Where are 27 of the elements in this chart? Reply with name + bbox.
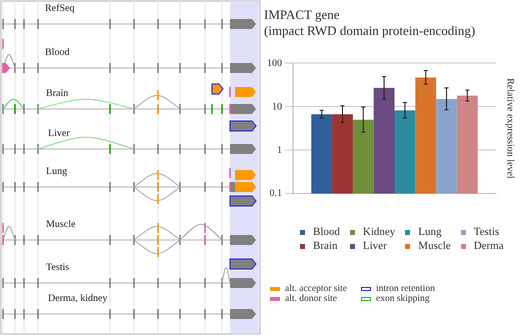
legend-label: Brain bbox=[312, 240, 338, 252]
text: RefSeq bbox=[45, 3, 74, 14]
y-tick-label: 0.1 bbox=[270, 188, 282, 200]
legend-label: Muscle bbox=[417, 240, 451, 252]
chart-title: IMPACT gene bbox=[264, 7, 340, 22]
text: exon skipping bbox=[374, 294, 431, 304]
legend-label: Kidney bbox=[362, 226, 396, 238]
text: Derma, kidney bbox=[48, 293, 108, 304]
text: Lung bbox=[46, 166, 68, 177]
y-tick-label: 100 bbox=[267, 58, 282, 69]
text: Liver bbox=[48, 128, 70, 139]
y-tick-label: 1 bbox=[277, 144, 282, 156]
text: Blood bbox=[45, 47, 70, 58]
legend-label: Liver bbox=[362, 240, 388, 252]
text: Muscle bbox=[46, 219, 76, 230]
chart-subtitle: (impact RWD domain protein-encoding) bbox=[264, 22, 476, 38]
y-axis-title: Relative expression level bbox=[504, 78, 516, 179]
legend-label: Blood bbox=[312, 226, 340, 238]
y-tick-label: 10 bbox=[272, 101, 282, 112]
legend-label: Lung bbox=[417, 226, 443, 238]
text: alt. donor site bbox=[284, 294, 338, 304]
legend-label: Derma bbox=[472, 240, 504, 252]
text: Testis bbox=[46, 262, 70, 273]
legend-label: Testis bbox=[472, 226, 500, 238]
text: intron retention bbox=[374, 284, 435, 294]
text: alt. acceptor site bbox=[284, 284, 347, 294]
text: Brain bbox=[46, 88, 68, 99]
